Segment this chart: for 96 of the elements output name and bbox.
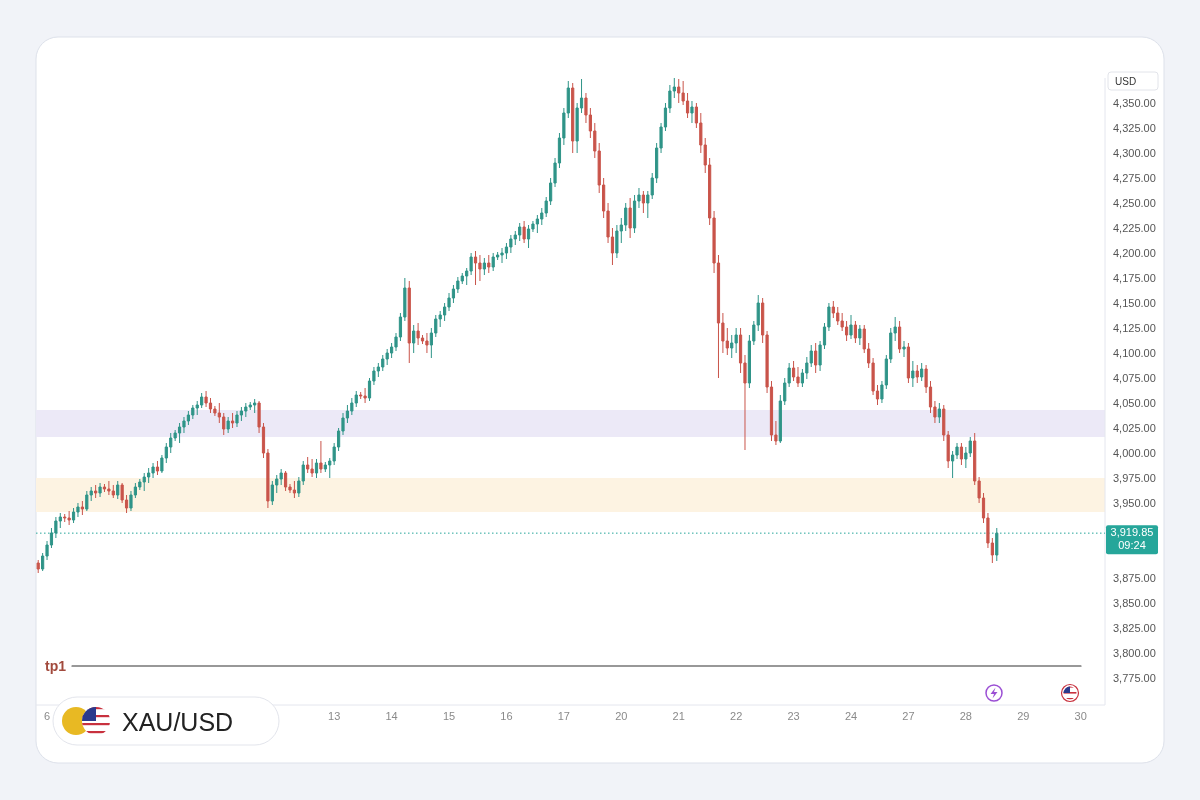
x-tick-label: 24 [844,710,858,722]
x-tick-label: 20 [615,710,628,722]
candlestick [363,387,367,404]
candlestick [500,247,504,264]
y-tick-label: 4,000.00 [1113,447,1156,459]
candlestick [151,462,155,479]
candlestick [111,484,115,499]
candlestick [67,510,71,526]
candlestick [482,257,486,276]
y-tick-label: 4,300.00 [1113,147,1156,159]
y-tick-label: 4,025.00 [1113,422,1156,434]
x-tick-label: 23 [787,710,800,722]
y-tick-label: 4,175.00 [1113,272,1156,284]
candlestick [995,527,999,562]
candlestick [412,324,416,354]
candlestick [526,224,531,249]
y-tick-label: 4,225.00 [1113,222,1156,234]
candlestick [677,78,681,104]
candlestick [116,480,120,500]
x-tick-label: 16 [500,710,513,722]
candlestick [85,490,89,512]
x-tick-label: 17 [557,710,570,722]
candlestick [734,327,738,354]
candlestick [71,507,76,524]
y-tick-label: 3,800.00 [1113,647,1156,659]
text: XAU/USD [122,708,234,736]
x-tick-label: 14 [385,710,398,722]
candlestick [310,458,314,478]
text: 09:24 [1118,539,1146,552]
ref-line-label: 3,919.85 [1110,526,1154,539]
candlestick [522,220,526,244]
candlestick [641,190,645,214]
candlestick [359,391,363,400]
x-tick-label: 30 [1074,710,1087,722]
ref-line-label: tp1 [45,658,67,674]
candlestick [94,484,98,499]
candlestick [80,500,84,516]
x-tick-label: 22 [730,710,743,722]
candlestick [306,456,310,474]
candlestick [690,100,694,124]
y-tick-label: 3,975.00 [1113,472,1156,484]
candlestick [102,483,107,493]
candlestick [142,472,146,492]
candlestick [407,280,411,364]
x-tick-label: 27 [902,710,915,722]
x-tick-label: 13 [328,710,341,722]
candlestick [902,340,906,358]
candlestick [518,222,522,242]
y-tick-label: 3,850.00 [1113,597,1156,609]
x-tick-label: 6 [43,710,51,722]
candlestick [283,470,288,492]
x-tick-label: 29 [1017,710,1030,722]
x-tick-label: 21 [672,710,685,722]
x-tick-label: 28 [959,710,972,722]
candlestick [416,322,420,346]
candlestick [292,480,297,499]
y-tick-label: 4,250.00 [1113,197,1156,209]
candlestick [858,324,862,346]
y-tick-label: 4,150.00 [1113,297,1156,309]
candlestick [571,82,575,154]
y-tick-label: 4,350.00 [1113,97,1156,109]
candlestick [473,250,478,286]
y-tick-label: 4,125.00 [1113,322,1156,334]
y-tick-label: 3,950.00 [1113,497,1156,509]
y-tick-label: 4,275.00 [1113,172,1156,184]
candlestick [897,320,902,354]
y-axis-title: USD [1115,75,1137,87]
candlestick [36,559,40,574]
candlestick [959,442,964,466]
candlestick [915,364,919,384]
candlestick [314,458,319,479]
candlestick [906,342,911,384]
y-tick-label: 4,325.00 [1113,122,1156,134]
candlestick [425,332,429,354]
y-tick-label: 4,075.00 [1113,372,1156,384]
candlestick [814,342,818,374]
y-tick-label: 3,775.00 [1113,672,1156,684]
x-tick-label: 15 [442,710,456,722]
candlestick [98,482,102,498]
y-tick-label: 3,875.00 [1113,572,1156,584]
candlestick [63,513,67,523]
candlestick [487,254,491,274]
candlestick [911,360,915,388]
candlestick [491,252,495,272]
candlestick [155,460,160,476]
candlestick [920,362,924,382]
candlestick [853,320,858,344]
candlestick [628,197,632,239]
y-tick-label: 4,200.00 [1113,247,1156,259]
y-tick-label: 4,050.00 [1113,397,1156,409]
candlestick [849,314,853,340]
candlestick [319,440,323,474]
candlestick [478,254,482,282]
y-tick-label: 3,825.00 [1113,622,1156,634]
y-tick-label: 4,100.00 [1113,347,1156,359]
candlestick [107,480,111,496]
